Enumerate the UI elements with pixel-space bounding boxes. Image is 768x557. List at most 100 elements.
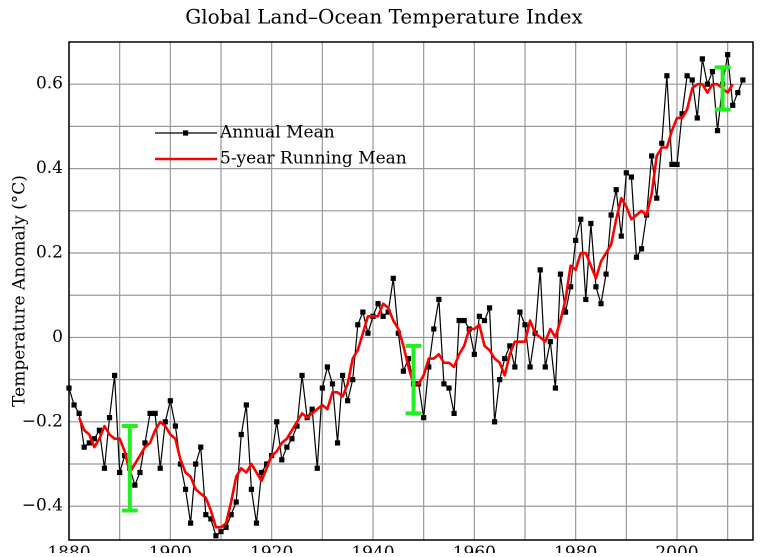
data-point [137, 469, 143, 476]
data-point [375, 301, 381, 307]
data-point [638, 246, 645, 252]
data-point [147, 410, 153, 416]
data-point [471, 351, 477, 357]
data-point [203, 512, 209, 518]
data-point [329, 381, 336, 387]
data-point [152, 410, 158, 416]
x-tick-label: 2000 [655, 543, 698, 553]
data-point [334, 440, 341, 446]
data-point [709, 68, 716, 75]
data-point [96, 427, 102, 433]
data-point [679, 111, 685, 117]
data-point [512, 364, 518, 370]
data-point [390, 275, 396, 281]
data-point [193, 461, 199, 467]
data-point [623, 170, 629, 176]
data-point [284, 444, 290, 450]
y-tick-label: 0.2 [36, 243, 63, 263]
y-axis-label: Temperature Anomaly (°C) [10, 175, 30, 407]
data-point [492, 419, 498, 425]
data-point [106, 415, 113, 421]
data-point [461, 317, 467, 324]
data-point [649, 153, 655, 159]
x-tick-label: 1900 [149, 543, 192, 553]
data-point [223, 524, 229, 530]
data-point [86, 440, 92, 446]
data-point [142, 440, 148, 446]
data-point [112, 372, 118, 379]
data-point [238, 431, 244, 438]
y-tick-label: −0.4 [22, 496, 63, 516]
data-point [340, 372, 346, 379]
data-point [309, 406, 315, 412]
data-point [91, 436, 97, 442]
chart-title: Global Land–Ocean Temperature Index [185, 5, 583, 29]
data-point [502, 355, 508, 362]
data-point [360, 309, 366, 315]
data-point [654, 195, 660, 201]
data-point [583, 296, 589, 303]
data-point [101, 465, 108, 471]
data-point [441, 381, 447, 387]
data-point [659, 140, 665, 146]
data-point [279, 457, 285, 463]
data-point [81, 444, 87, 450]
data-point [628, 174, 634, 180]
data-point [527, 364, 533, 370]
data-point [294, 423, 300, 429]
data-point [167, 398, 173, 404]
data-point [481, 317, 488, 324]
x-tick-label: 1960 [453, 543, 496, 553]
error-bar [714, 65, 731, 112]
data-point [669, 161, 675, 167]
data-point [730, 102, 736, 108]
data-point [451, 410, 457, 416]
data-point [198, 444, 204, 450]
data-point [365, 330, 371, 336]
y-tick-label: −0.2 [22, 411, 63, 431]
data-point [613, 187, 619, 193]
data-point [552, 385, 558, 391]
data-point [684, 73, 690, 79]
data-point [228, 512, 234, 518]
y-tick-label: 0.4 [36, 158, 63, 178]
data-point [436, 296, 442, 303]
data-point [694, 115, 700, 121]
data-point [537, 267, 543, 273]
data-point [568, 284, 574, 290]
data-point [735, 90, 741, 96]
data-point [299, 372, 305, 379]
legend-label: Annual Mean [219, 123, 335, 143]
data-point [588, 220, 594, 227]
data-point [405, 355, 412, 362]
x-tick-label: 1920 [250, 543, 293, 553]
data-point [66, 385, 72, 391]
data-point [578, 216, 584, 222]
data-point [218, 528, 224, 535]
data-point [699, 56, 705, 62]
data-point [456, 317, 462, 324]
data-point [319, 385, 325, 391]
data-point [385, 309, 391, 315]
data-point [162, 419, 168, 425]
error-bar [405, 343, 422, 416]
data-point [71, 402, 77, 408]
data-point [426, 364, 432, 370]
data-point [476, 313, 482, 319]
data-point [117, 469, 123, 476]
x-tick-label: 1880 [47, 543, 90, 553]
data-point [243, 402, 249, 408]
data-point [248, 486, 254, 492]
legend-label: 5-year Running Mean [220, 149, 407, 169]
data-point [132, 482, 138, 488]
data-point [157, 465, 163, 471]
data-point [177, 461, 184, 467]
data-point [182, 486, 189, 492]
data-point [633, 254, 640, 260]
y-tick-label: 0.6 [36, 74, 63, 94]
data-point [725, 52, 731, 58]
data-point [573, 237, 579, 243]
data-point [497, 377, 503, 383]
data-point [253, 520, 260, 526]
